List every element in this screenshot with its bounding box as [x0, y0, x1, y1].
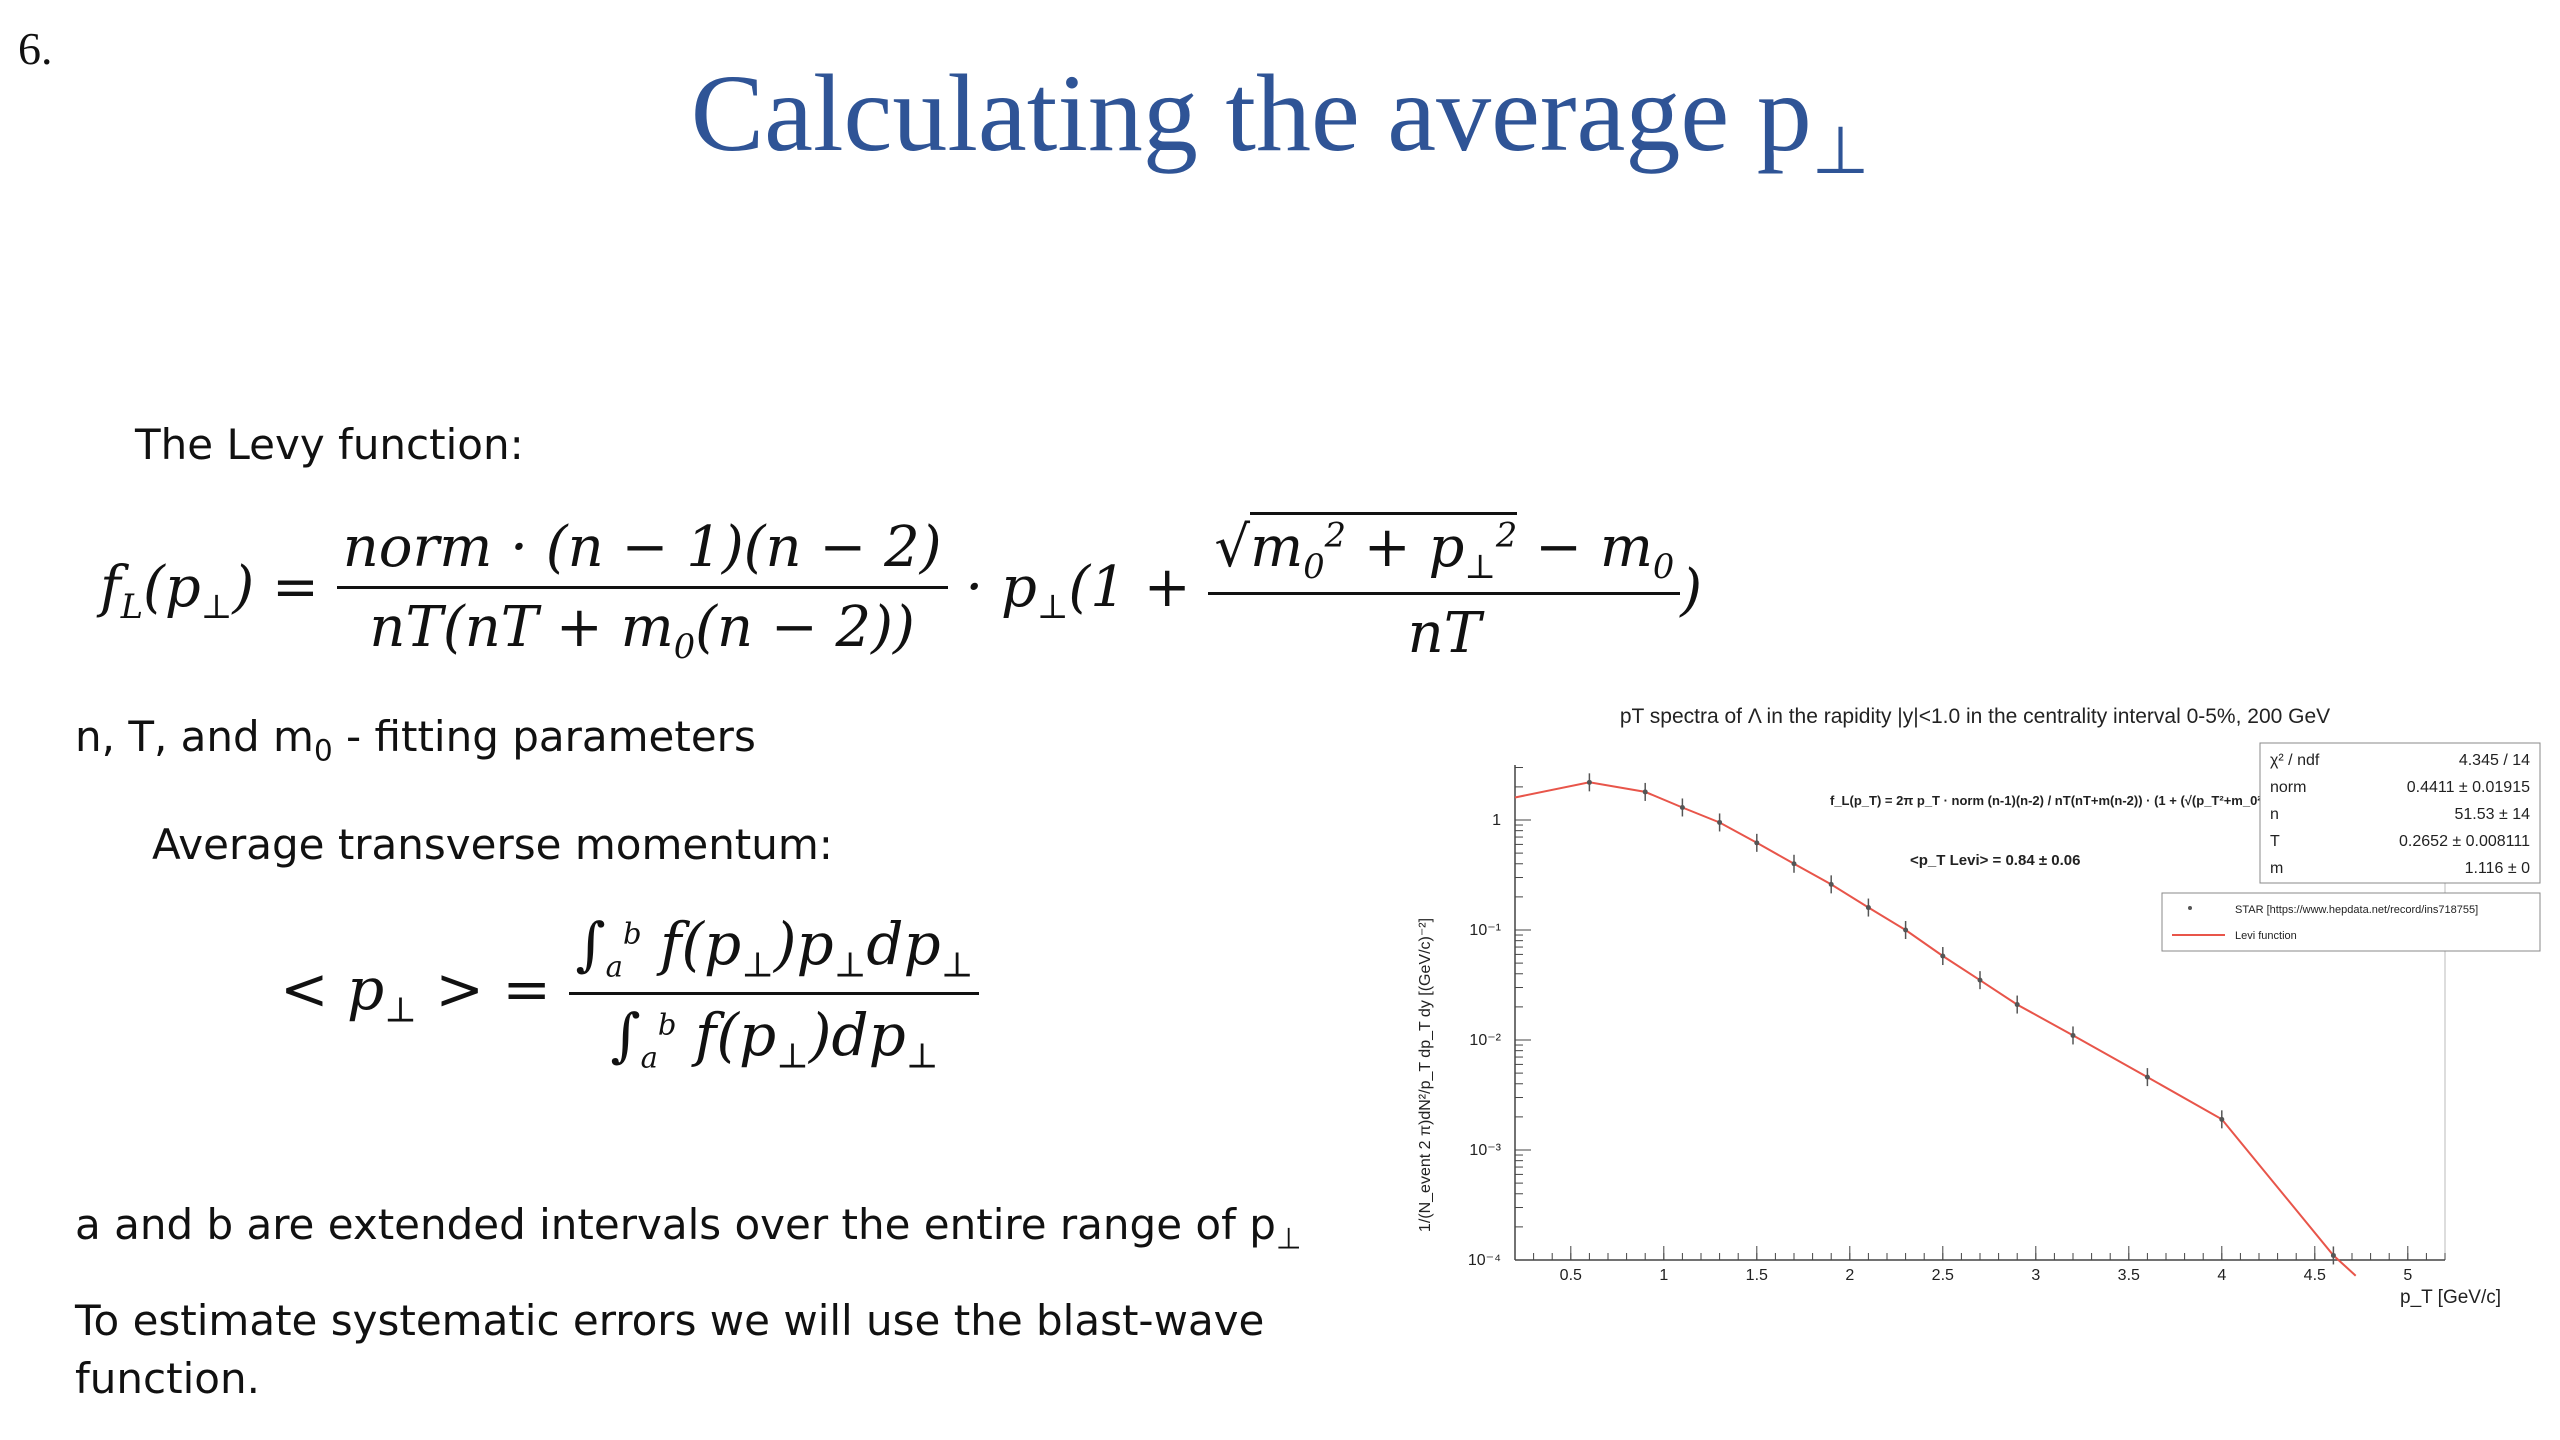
x-tick-label: 3.5	[2118, 1267, 2140, 1284]
axis-ticks: 0.5 1 1.5 2 2.5 3 3.5 4 4.5 5 1 10⁻¹ 10⁻² 10⁻³ 10⁻⁴	[1468, 767, 2446, 1284]
stats-value: 4.345 / 14	[2459, 752, 2530, 769]
stats-box-frame	[2259, 742, 2541, 884]
systematic-errors-text: To estimate systematic errors we will us…	[75, 1292, 1264, 1408]
stats-name: T	[2270, 833, 2280, 850]
pt-spectrum-chart: pT spectra of Λ in the rapidity |y|<1.0 …	[1417, 705, 2541, 1308]
y-tick-label: 10⁻³	[1469, 1142, 1501, 1159]
chart-title: pT spectra of Λ in the rapidity |y|<1.0 …	[1620, 705, 2330, 728]
data-point	[2330, 1252, 2336, 1258]
legend-label-fit: Levi function	[2235, 930, 2297, 942]
data-point	[1940, 953, 1946, 959]
stats-value: 1.116 ± 0	[2465, 860, 2531, 877]
stats-value: 0.2652 ± 0.008111	[2399, 833, 2530, 850]
stats-name: χ² / ndf	[2270, 752, 2320, 769]
slide-title: Calculating the average p⊥	[0, 50, 2560, 190]
data-points-group	[1586, 773, 2336, 1265]
legend-frame	[2161, 892, 2541, 952]
data-point	[1754, 840, 1760, 846]
data-point	[2144, 1074, 2150, 1080]
y-tick-label: 1	[1492, 812, 1501, 829]
stats-value: 51.53 ± 14	[2454, 806, 2530, 823]
sys-line-1: To estimate systematic errors we will us…	[75, 1296, 1265, 1345]
data-point	[1642, 789, 1648, 795]
stats-name: n	[2270, 806, 2279, 823]
y-tick-label: 10⁻⁴	[1468, 1252, 1501, 1269]
x-tick-label: 4.5	[2304, 1267, 2326, 1284]
avg-pt-formula: < p⊥ > = ∫ab f(p⊥)p⊥dp⊥ ∫ab f(p⊥)dp⊥	[280, 910, 980, 1076]
x-tick-label: 3	[2031, 1267, 2040, 1284]
title-perp-subscript: ⊥	[1811, 115, 1870, 188]
legend-box: STAR [https://www.hepdata.net/record/ins…	[2161, 892, 2541, 952]
levy-formula: fL(p⊥) = norm · (n − 1)(n − 2) nT(nT + m…	[100, 512, 1702, 666]
data-point	[2219, 1116, 2225, 1122]
x-tick-label: 1.5	[1746, 1267, 1768, 1284]
ab-interval-text: a and b are extended intervals over the …	[75, 1200, 1302, 1256]
data-point	[1865, 905, 1871, 911]
y-axis-label: 1/(N_event 2 π)dN²/p_T dp_T dy [(GeV/c)⁻…	[1417, 918, 1434, 1232]
x-tick-label: 2.5	[1932, 1267, 1954, 1284]
levy-label: The Levy function:	[135, 420, 524, 469]
x-tick-label: 2	[1845, 1267, 1854, 1284]
data-point	[1717, 819, 1723, 825]
data-point	[1791, 861, 1797, 867]
y-tick-label: 10⁻¹	[1469, 922, 1501, 939]
stats-box: χ² / ndf 4.345 / 14 norm 0.4411 ± 0.01915 n 5…	[2259, 742, 2541, 884]
stats-name: m	[2270, 860, 2283, 877]
stats-value: 0.4411 ± 0.01915	[2407, 779, 2530, 796]
fit-params-text: n, T, and m0 - fitting parameters	[75, 712, 756, 768]
sys-line-2: function.	[75, 1354, 260, 1403]
y-tick-label: 10⁻²	[1469, 1032, 1501, 1049]
fit-curve	[1514, 781, 2357, 1277]
x-tick-label: 5	[2403, 1267, 2412, 1284]
fit-curve-group	[1514, 781, 2357, 1277]
slide-number: 6.	[18, 23, 53, 74]
fit-formula: f_L(p_T) = 2π p_T · norm (n-1)(n-2) / nT…	[1830, 793, 2352, 808]
x-tick-label: 1	[1659, 1267, 1668, 1284]
x-tick-label: 0.5	[1560, 1267, 1582, 1284]
mean-pt-label: <p_T Levi> = 0.84 ± 0.06	[1910, 852, 2080, 869]
avg-momentum-label: Average transverse momentum:	[152, 820, 833, 869]
data-point	[1586, 779, 1592, 785]
data-point	[1679, 804, 1685, 810]
legend-label-data: STAR [https://www.hepdata.net/record/ins…	[2235, 904, 2478, 916]
data-point	[1977, 977, 1983, 983]
legend-marker-data	[2188, 906, 2192, 910]
data-point	[1828, 881, 1834, 887]
stats-name: norm	[2270, 779, 2306, 796]
data-point	[2070, 1032, 2076, 1038]
x-axis-label: p_T [GeV/c]	[2400, 1287, 2501, 1308]
data-point	[1903, 927, 1909, 933]
data-point	[2014, 1002, 2020, 1008]
title-main: Calculating the average p	[690, 52, 1812, 174]
x-tick-label: 4	[2217, 1267, 2226, 1284]
